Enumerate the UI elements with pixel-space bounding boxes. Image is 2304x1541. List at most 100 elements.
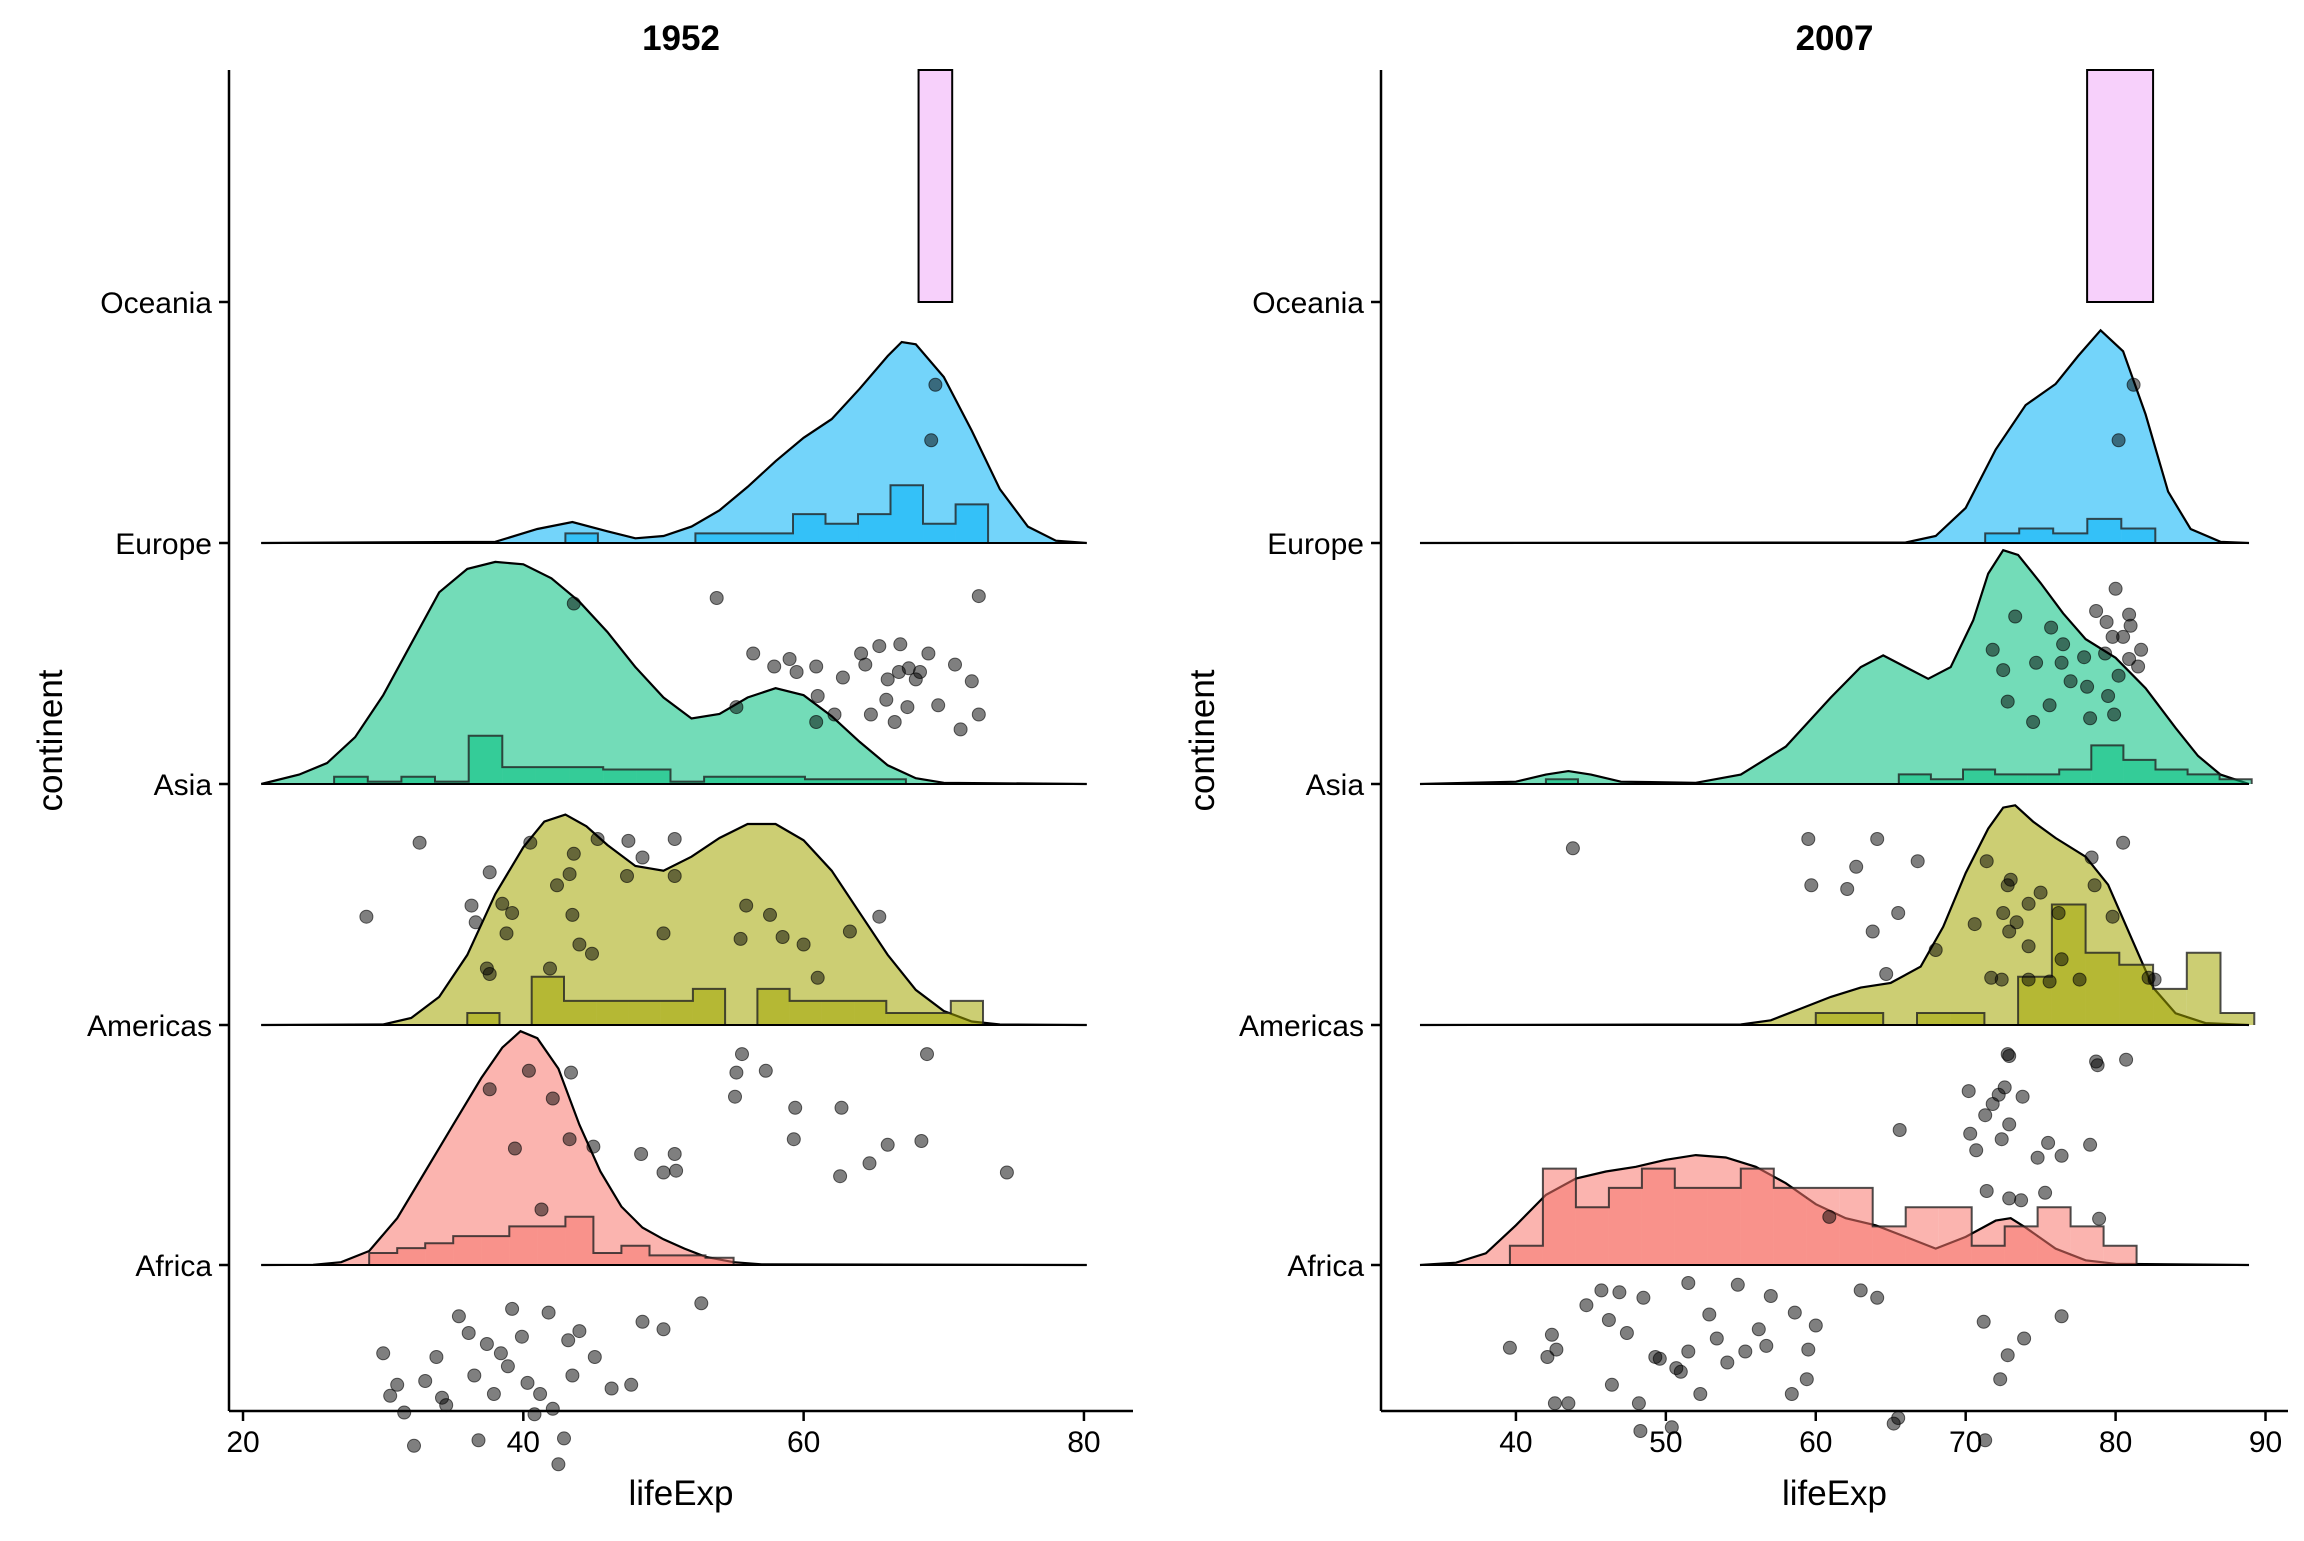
- data-point: [482, 967, 497, 981]
- y-tick-label: Americas: [87, 1010, 212, 1043]
- data-point: [507, 1141, 522, 1156]
- hist-outline: [333, 734, 907, 785]
- hist-bar: [1962, 769, 1996, 784]
- hist-bar: [760, 533, 793, 543]
- data-point: [564, 1065, 578, 1080]
- hist-bar: [453, 1236, 482, 1265]
- data-point: [1961, 1084, 1976, 1099]
- data-point: [2042, 698, 2057, 713]
- panel-title: 1952: [642, 19, 720, 58]
- density-fill: [261, 1031, 1087, 1265]
- data-point: [2108, 581, 2123, 596]
- hist-bar: [2153, 988, 2187, 1025]
- data-point: [587, 1350, 602, 1364]
- hist-bar: [563, 1000, 597, 1025]
- hist-bar: [636, 769, 671, 784]
- data-point: [809, 715, 824, 729]
- hist-bar: [401, 776, 436, 784]
- data-point: [624, 1377, 639, 1392]
- data-point: [729, 1065, 744, 1080]
- hist-bar: [1916, 1012, 1951, 1025]
- data-point: [1994, 1132, 2009, 1147]
- x-axis-title: lifeExp: [1782, 1474, 1887, 1513]
- data-point: [620, 869, 634, 883]
- data-point: [2131, 659, 2146, 674]
- data-point: [834, 1100, 849, 1115]
- hist-bar: [1641, 1168, 1675, 1265]
- data-point: [953, 722, 968, 737]
- data-point: [2000, 694, 2015, 709]
- data-point: [545, 1401, 560, 1416]
- data-point: [880, 672, 895, 687]
- density-outline: [1419, 804, 2250, 1027]
- data-point: [669, 1163, 684, 1178]
- data-point: [1549, 1342, 1564, 1357]
- group-africa: [1419, 1153, 2250, 1448]
- data-point: [729, 700, 744, 715]
- data-point: [758, 1063, 773, 1078]
- data-point: [565, 907, 580, 922]
- data-point: [1730, 1277, 1745, 1292]
- hist-bar: [569, 767, 604, 784]
- group-oceania: [917, 69, 954, 448]
- data-point: [810, 970, 825, 985]
- data-point: [545, 1091, 560, 1106]
- data-point: [835, 670, 850, 685]
- y-tick-label: Oceania: [100, 287, 212, 320]
- data-point: [2021, 939, 2036, 954]
- data-point: [2008, 609, 2023, 624]
- data-point: [1594, 1283, 1609, 1298]
- hist-bar: [2219, 779, 2252, 784]
- data-point: [2033, 885, 2048, 900]
- data-point: [2077, 650, 2092, 665]
- data-point: [562, 1132, 577, 1147]
- hist-bar: [692, 988, 726, 1025]
- data-point: [572, 1324, 587, 1339]
- hist-bar: [890, 485, 924, 543]
- data-point: [2000, 1348, 2015, 1363]
- data-point: [964, 674, 979, 689]
- y-axis-title: continent: [31, 669, 70, 811]
- data-point: [887, 715, 902, 729]
- data-point: [914, 1134, 929, 1148]
- data-point: [383, 1388, 398, 1403]
- data-point: [2092, 1211, 2107, 1226]
- data-point: [2054, 655, 2069, 670]
- hist-bar: [621, 1245, 650, 1265]
- data-point: [505, 906, 520, 920]
- data-point: [775, 930, 790, 944]
- data-point: [789, 665, 804, 679]
- data-point: [1997, 1080, 2012, 1095]
- data-point: [566, 596, 581, 611]
- data-point: [2009, 915, 2024, 930]
- data-point: [1910, 854, 1925, 869]
- data-point: [2017, 1331, 2032, 1346]
- hist-bar: [2186, 952, 2221, 1025]
- data-point: [1979, 854, 1994, 869]
- hist-bar: [1608, 1187, 1642, 1265]
- hist-bar: [737, 776, 772, 784]
- group-africa: [261, 1029, 1087, 1472]
- data-point: [872, 909, 887, 924]
- data-point: [2002, 1049, 2017, 1063]
- hist-bar: [771, 776, 806, 784]
- data-point: [1664, 1420, 1679, 1435]
- data-point: [585, 946, 599, 961]
- hist-bar: [509, 1226, 538, 1265]
- hist-bar: [367, 781, 402, 784]
- panel-2007: 2007 Africa Americas Asia Europe Oceania 40 50 6…: [1183, 19, 2288, 1513]
- hist-outline: [1984, 517, 2157, 544]
- data-point: [1540, 1350, 1555, 1364]
- data-point: [1702, 1307, 1717, 1322]
- hist-bar: [2059, 769, 2092, 784]
- data-point: [971, 589, 986, 604]
- data-point: [1978, 1108, 1993, 1123]
- data-point: [2030, 1150, 2045, 1165]
- data-point: [520, 1375, 535, 1390]
- hist-bar: [467, 1012, 500, 1025]
- hist-bar: [2087, 518, 2122, 543]
- hist-bar: [950, 1000, 984, 1025]
- group-asia: [260, 560, 1087, 985]
- hist-bar: [1898, 774, 1931, 784]
